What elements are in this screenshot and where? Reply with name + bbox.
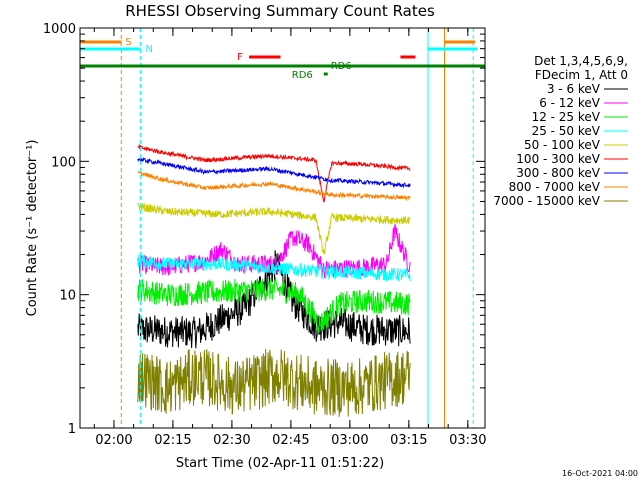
x-tick-label: 03:00 — [331, 433, 368, 448]
series-line-7 — [137, 157, 411, 189]
y-tick-label: 1000 — [43, 22, 76, 37]
legend-header-2: FDecim 1, Att 0 — [535, 68, 628, 82]
legend-label: 12 - 25 keV — [532, 110, 601, 124]
series-line-5 — [137, 202, 411, 255]
series-line-3 — [137, 277, 411, 333]
series-line-4 — [137, 254, 411, 283]
y-tick-label: 10 — [59, 289, 76, 304]
f-label: F — [237, 52, 243, 63]
legend-label: 6 - 12 keV — [539, 96, 601, 110]
y-axis-label: Count Rate (s⁻¹ detector⁻¹) — [25, 140, 40, 317]
footer-date: 16-Oct-2021 04:00 — [562, 469, 638, 478]
x-tick-label: 02:45 — [272, 433, 309, 448]
s-label: S — [125, 37, 131, 48]
n-label: N — [146, 44, 153, 55]
y-tick-label: 100 — [51, 155, 76, 170]
instrument-state-overlays: S N F RD6 RD6 — [80, 28, 485, 428]
rd6-label-top: RD6 — [331, 61, 352, 72]
y-axis-ticks: 1 10 100 1000 — [43, 22, 485, 437]
legend-label: 25 - 50 keV — [532, 124, 601, 138]
x-axis-ticks: 02:00 02:15 02:30 02:45 03:00 03:15 03:30 — [93, 28, 487, 448]
y-tick-label: 1 — [68, 422, 76, 437]
rd6-label-bottom: RD6 — [292, 70, 313, 81]
legend-label: 50 - 100 keV — [524, 138, 601, 152]
x-tick-label: 03:30 — [449, 433, 486, 448]
x-tick-label: 02:30 — [213, 433, 250, 448]
legend-label: 100 - 300 keV — [516, 152, 600, 166]
legend-label: 3 - 6 keV — [547, 82, 601, 96]
x-tick-label: 02:00 — [95, 433, 132, 448]
series-line-8 — [137, 170, 411, 202]
x-tick-label: 03:15 — [390, 433, 427, 448]
series-layer — [137, 143, 411, 417]
x-tick-label: 02:15 — [154, 433, 191, 448]
legend-label: 800 - 7000 keV — [509, 180, 601, 194]
legend-label: 7000 - 15000 keV — [493, 194, 600, 208]
plot-frame — [79, 27, 486, 429]
legend-header-1: Det 1,3,4,5,6,9, — [534, 54, 628, 68]
legend-label: 300 - 800 keV — [516, 166, 600, 180]
x-axis-label: Start Time (02-Apr-11 01:51:22) — [176, 456, 384, 471]
legend: Det 1,3,4,5,6,9, FDecim 1, Att 0 3 - 6 k… — [493, 54, 628, 208]
chart-title: RHESSI Observing Summary Count Rates — [125, 2, 435, 20]
series-line-6 — [137, 143, 411, 203]
series-line-9 — [137, 349, 411, 417]
